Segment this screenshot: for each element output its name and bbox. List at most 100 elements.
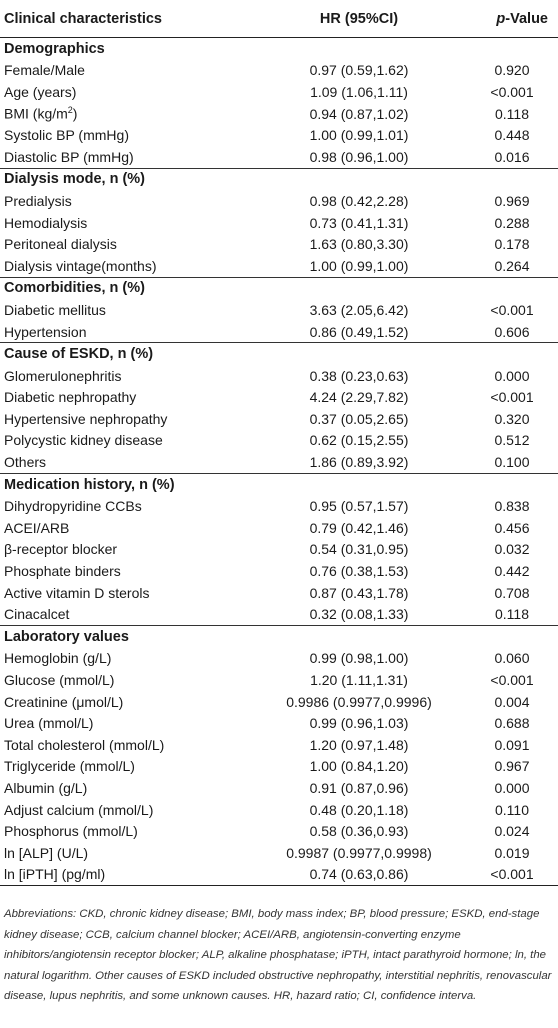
row-label-text: ln [ALP] (U/L)	[4, 844, 89, 861]
row-p-value: 0.708	[494, 584, 530, 601]
row-p-value: 0.004	[494, 693, 530, 710]
row-hazard-ratio: 1.86 (0.89,3.92)	[309, 454, 409, 471]
table-row: Albumin (g/L) 0.91 (0.87,0.96) 0.000	[0, 777, 558, 799]
section-header-row: Comorbidities, n (%)	[0, 276, 558, 300]
table-row: Creatinine (μmol/L) 0.9986 (0.9977,0.9996…	[0, 691, 558, 713]
row-label-text: Predialysis	[4, 192, 72, 209]
row-hazard-ratio: 0.32 (0.08,1.33)	[309, 606, 409, 623]
row-characteristic: Phosphorus (mmol/L)	[0, 820, 272, 842]
section-header-row: Demographics	[0, 38, 558, 60]
section-title: Dialysis mode, n (%)	[0, 167, 558, 191]
row-label-text: Hypertension	[4, 323, 87, 340]
row-characteristic: Others	[0, 451, 272, 473]
row-label-text: Hemoglobin (g/L)	[4, 650, 112, 667]
row-hazard-ratio: 0.87 (0.43,1.78)	[309, 584, 409, 601]
row-label-text: Polycystic kidney disease	[4, 432, 163, 449]
row-hazard-ratio: 0.97 (0.59,1.62)	[309, 62, 409, 79]
section-title: Laboratory values	[0, 625, 558, 648]
row-p-value: <0.001	[446, 863, 558, 887]
row-characteristic: Hemoglobin (g/L)	[0, 648, 272, 670]
table-row: Others 1.86 (0.89,3.92) 0.100	[0, 451, 558, 473]
table-row: Active vitamin D sterols 0.87 (0.43,1.78)…	[0, 582, 558, 604]
row-characteristic: ln [ALP] (U/L)	[0, 842, 272, 864]
header-p-value: p-Value	[446, 0, 558, 38]
row-label-text: Phosphorus (mmol/L)	[4, 823, 138, 840]
row-label-text: β-receptor blocker	[4, 541, 118, 558]
row-characteristic: Dihydropyridine CCBs	[0, 495, 272, 517]
row-hazard-ratio: 1.20 (1.11,1.31)	[310, 672, 408, 689]
section-header-row: Medication history, n (%)	[0, 472, 558, 496]
section-title: Demographics	[4, 40, 105, 57]
row-characteristic: Systolic BP (mmHg)	[0, 124, 272, 146]
row-label-text: Triglyceride (mmol/L)	[4, 758, 135, 775]
row-p-value: 0.118	[495, 606, 529, 623]
row-label-text: Peritoneal dialysis	[4, 236, 117, 253]
row-hazard-ratio: 0.79 (0.42,1.46)	[309, 519, 409, 536]
row-hazard-ratio: 1.09 (1.06,1.11)	[310, 83, 408, 100]
table-row: ln [ALP] (U/L) 0.9987 (0.9977,0.9998) 0.01…	[0, 842, 558, 864]
row-hazard-ratio: 1.00 (0.99,1.01)	[309, 127, 409, 144]
row-characteristic: ln [iPTH] (pg/ml)	[0, 863, 272, 887]
row-label-text: Albumin (g/L)	[4, 779, 88, 796]
row-hazard-ratio: 1.63 (0.80,3.30)	[309, 236, 409, 253]
row-characteristic: Glomerulonephritis	[0, 365, 272, 387]
row-label-text: ACEI/ARB	[4, 519, 70, 536]
row-label-text: Glucose (mmol/L)	[4, 672, 115, 689]
table-row: Dialysis vintage(months) 1.00 (0.99,1.00)…	[0, 255, 558, 277]
row-characteristic: Urea (mmol/L)	[0, 712, 272, 734]
table-row: Peritoneal dialysis 1.63 (0.80,3.30) 0.178	[0, 233, 558, 255]
row-hazard-ratio: 0.99 (0.98,1.00)	[309, 650, 409, 667]
row-characteristic: Phosphate binders	[0, 560, 272, 582]
row-hazard-ratio: 1.00 (0.84,1.20)	[309, 758, 409, 775]
row-label-text: Active vitamin D sterols	[4, 584, 150, 601]
row-label-text: Glomerulonephritis	[4, 367, 122, 384]
row-label-text: Others	[4, 454, 47, 471]
row-p-value: 0.100	[494, 454, 530, 471]
row-p-value: 0.838	[494, 498, 530, 515]
table-row: Age (years) 1.09 (1.06,1.11) <0.001	[0, 81, 558, 103]
row-label-text: Age (years)	[4, 83, 77, 100]
row-label-text: Cinacalcet	[4, 606, 70, 623]
row-characteristic: Peritoneal dialysis	[0, 233, 272, 255]
row-hazard-ratio: 0.62 (0.15,2.55)	[309, 432, 409, 449]
row-p-value: 0.000	[494, 367, 530, 384]
row-label-text: Adjust calcium (mmol/L)	[4, 801, 154, 818]
section-header-row: Cause of ESKD, n (%)	[0, 342, 558, 365]
table-body: Demographics Female/Male 0.97 (0.59,1.62) 0…	[0, 38, 558, 887]
table-row: Hemodialysis 0.73 (0.41,1.31) 0.288	[0, 212, 558, 234]
table-row: β-receptor blocker 0.54 (0.31,0.95) 0.032	[0, 539, 558, 561]
row-label-text: Hemodialysis	[4, 214, 88, 231]
table-row: Triglyceride (mmol/L) 1.00 (0.84,1.20) 0.9…	[0, 756, 558, 778]
row-hazard-ratio: 0.74 (0.63,0.86)	[272, 863, 446, 887]
row-p-value: 0.060	[494, 650, 530, 667]
hazard-ratio-table: Clinical characteristics HR (95%CI) p-Va…	[0, 0, 558, 887]
row-label-text: Hypertensive nephropathy	[4, 410, 168, 427]
row-label-text: Dialysis vintage(months)	[4, 257, 157, 274]
table-row: Total cholesterol (mmol/L) 1.20 (0.97,1.4…	[0, 734, 558, 756]
row-p-value: 0.456	[494, 519, 530, 536]
table-row: Polycystic kidney disease 0.62 (0.15,2.55…	[0, 430, 558, 452]
table-row: Systolic BP (mmHg) 1.00 (0.99,1.01) 0.448	[0, 124, 558, 146]
row-p-value: 0.920	[494, 62, 530, 79]
row-hazard-ratio: 0.98 (0.96,1.00)	[309, 148, 409, 165]
row-characteristic: ACEI/ARB	[0, 517, 272, 539]
row-label-text: Urea (mmol/L)	[4, 715, 94, 732]
table-row: Urea (mmol/L) 0.99 (0.96,1.03) 0.688	[0, 712, 558, 734]
row-characteristic: Dialysis vintage(months)	[0, 255, 272, 277]
table-row: ln [iPTH] (pg/ml) 0.74 (0.63,0.86) <0.001	[0, 863, 558, 887]
table-row: Phosphorus (mmol/L) 0.58 (0.36,0.93) 0.024	[0, 820, 558, 842]
row-characteristic: Diastolic BP (mmHg)	[0, 146, 272, 168]
table-row: ACEI/ARB 0.79 (0.42,1.46) 0.456	[0, 517, 558, 539]
row-hazard-ratio: 3.63 (2.05,6.42)	[309, 301, 409, 318]
row-hazard-ratio: 0.91 (0.87,0.96)	[309, 779, 409, 796]
row-label-text: Diabetic nephropathy	[4, 389, 137, 406]
row-characteristic: Glucose (mmol/L)	[0, 669, 272, 691]
row-label-text: Diabetic mellitus	[4, 301, 106, 318]
table-row: Diastolic BP (mmHg) 0.98 (0.96,1.00) 0.016	[0, 146, 558, 168]
hazard-ratio-table-container: Clinical characteristics HR (95%CI) p-Va…	[0, 0, 558, 887]
table-row: BMI (kg/m2) 0.94 (0.87,1.02) 0.118	[0, 103, 558, 125]
table-footnote: Abbreviations: CKD, chronic kidney disea…	[4, 908, 552, 1003]
row-p-value: 0.110	[495, 801, 529, 818]
row-label-text: Phosphate binders	[4, 563, 121, 580]
row-hazard-ratio: 0.58 (0.36,0.93)	[309, 823, 409, 840]
